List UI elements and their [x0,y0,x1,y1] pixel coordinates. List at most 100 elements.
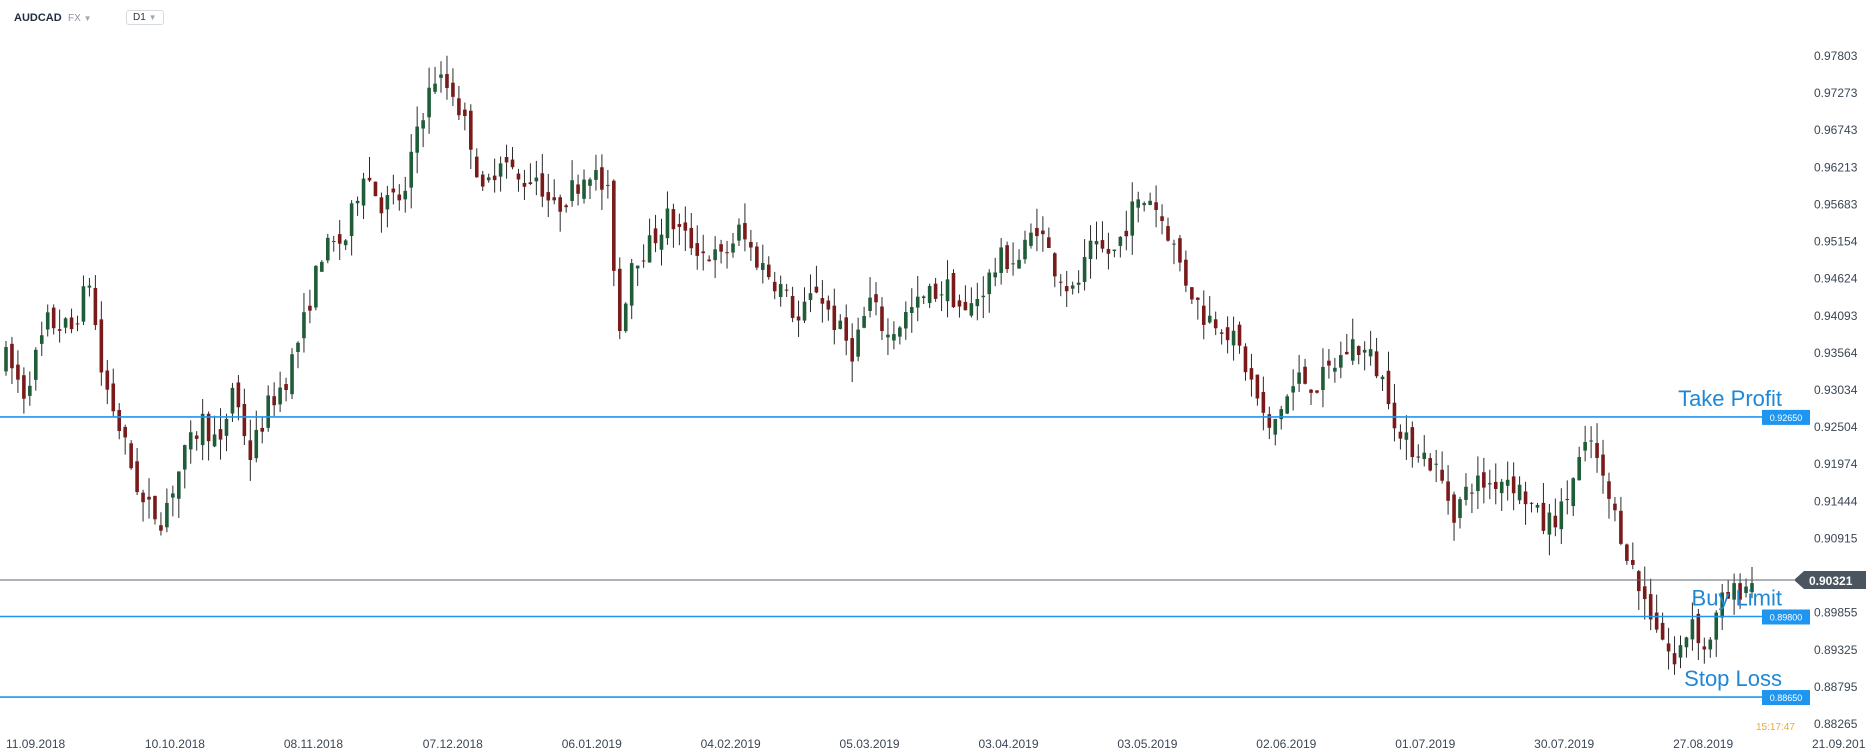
candle-body [808,293,813,300]
candle-body [355,200,360,204]
candle-body [1660,622,1665,640]
candle [33,347,38,391]
candle-body [886,334,890,338]
candle [1583,425,1587,462]
candle [1076,270,1081,294]
candle [510,147,515,170]
candle [1142,201,1146,212]
price-tick-label: 0.94624 [1814,272,1858,286]
candle [904,301,908,340]
candle-body [612,180,616,271]
candle-body [1398,431,1403,439]
candle-body [1678,645,1683,658]
candle-body [171,493,175,498]
order-price-tag [1762,409,1810,425]
candle [921,295,926,305]
candle [606,170,610,199]
candle-body [522,182,527,187]
date-tick-label: 05.03.2019 [840,737,900,751]
time-axis[interactable]: 11.09.2018 10.10.2018 08.11.2018 07.12.2018… [6,737,1866,751]
candle-body [242,403,247,437]
candle-body [635,265,640,269]
candle-body [1726,592,1730,599]
candle-body [1672,653,1677,665]
candle [469,104,473,170]
candle [1547,503,1552,556]
instrument-type-label: FX [68,13,81,24]
candle [331,235,336,252]
candle-body [111,383,116,412]
price-axis[interactable]: 0.97803 0.97273 0.96743 0.96213 0.95683 0.951… [1814,49,1858,731]
candle-body [1535,504,1540,508]
candle-body [951,273,956,308]
order-line: Buy Limit 0.89800 [0,585,1810,625]
timeframe-dropdown[interactable]: D1 ▼ [126,10,164,25]
candle [1297,354,1301,392]
candle [1207,295,1212,324]
candle-body [230,387,235,414]
candle-body [39,335,44,344]
candle-body [766,264,771,278]
candle-body [1422,452,1427,460]
candle-body [1279,409,1284,420]
candle-body [1273,418,1278,435]
candle-body [415,126,419,153]
candle-body [248,440,253,461]
candle [617,257,622,340]
candle-body [1225,327,1230,341]
candle-body [1190,287,1194,300]
candle-body [361,178,366,206]
candle [1684,636,1689,658]
candle-body [337,234,342,244]
candle [188,420,193,464]
candle [290,348,294,400]
candle [129,440,133,470]
candle-body [1237,324,1242,346]
candle-body [260,427,265,432]
candle-body [945,279,950,302]
candle [1434,449,1438,483]
candle [39,321,44,357]
candle-body [689,227,694,249]
candle-body [1684,637,1689,648]
candle-body [99,319,104,373]
candle-body [719,244,723,252]
candle-body [296,342,300,352]
candle-body [1654,612,1659,630]
candle [1708,636,1713,658]
candle-body [981,295,986,298]
candle [1058,274,1063,297]
candle [1201,290,1206,340]
candle-body [1100,240,1105,249]
candle [1315,390,1319,394]
candle [862,306,866,329]
candle-body [957,300,962,307]
candle [1416,444,1421,463]
candle-body [147,496,151,500]
order-price-tag-text: 0.89800 [1770,612,1803,622]
candle [1720,584,1725,631]
instrument-type-dropdown[interactable]: FX ▼ [68,13,91,24]
candle [951,269,956,308]
candle [99,301,104,386]
candle-body [177,471,181,499]
symbol-label[interactable]: AUDCAD [14,12,62,24]
candle [1231,316,1236,361]
candle-body [629,263,634,306]
candle-body [1386,370,1391,405]
date-tick-label: 02.06.2019 [1256,737,1316,751]
candle [969,287,974,318]
candle [772,271,777,300]
candle-body [1166,226,1170,241]
candle [582,169,586,204]
candle-body [510,159,515,168]
candle-body [939,294,944,296]
candle [1386,351,1391,410]
candle [1553,498,1558,537]
candle [278,371,282,412]
candle [182,444,187,489]
candle-body [1708,639,1713,650]
candle-body [909,307,914,313]
candle [1064,271,1069,307]
